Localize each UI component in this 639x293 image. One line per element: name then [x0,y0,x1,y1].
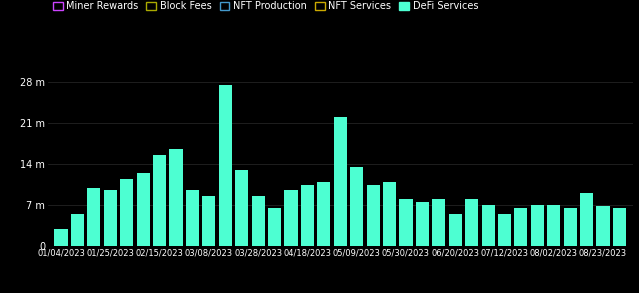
Bar [613,208,626,246]
Bar [465,199,478,246]
Bar [104,190,117,246]
Bar [153,155,166,246]
Bar [235,170,249,246]
Bar [120,179,134,246]
Bar [334,117,347,246]
Bar [252,196,265,246]
Bar [284,190,298,246]
Bar [432,199,445,246]
Bar [399,199,413,246]
Bar [498,214,511,246]
Bar [564,208,577,246]
Bar [301,185,314,246]
Bar [186,190,199,246]
Bar [350,167,363,246]
Bar [54,229,68,246]
Bar [580,193,593,246]
Bar [596,206,610,246]
Bar [203,196,215,246]
Bar [169,149,183,246]
Bar [416,202,429,246]
Bar [383,182,396,246]
Bar [318,182,330,246]
Bar [514,208,528,246]
Bar [449,214,462,246]
Legend: Miner Rewards, Block Fees, NFT Production, NFT Services, DeFi Services: Miner Rewards, Block Fees, NFT Productio… [53,1,479,11]
Bar [547,205,560,246]
Bar [71,214,84,246]
Bar [88,188,100,246]
Bar [137,173,150,246]
Bar [219,85,232,246]
Bar [482,205,495,246]
Bar [268,208,281,246]
Bar [531,205,544,246]
Bar [367,185,380,246]
